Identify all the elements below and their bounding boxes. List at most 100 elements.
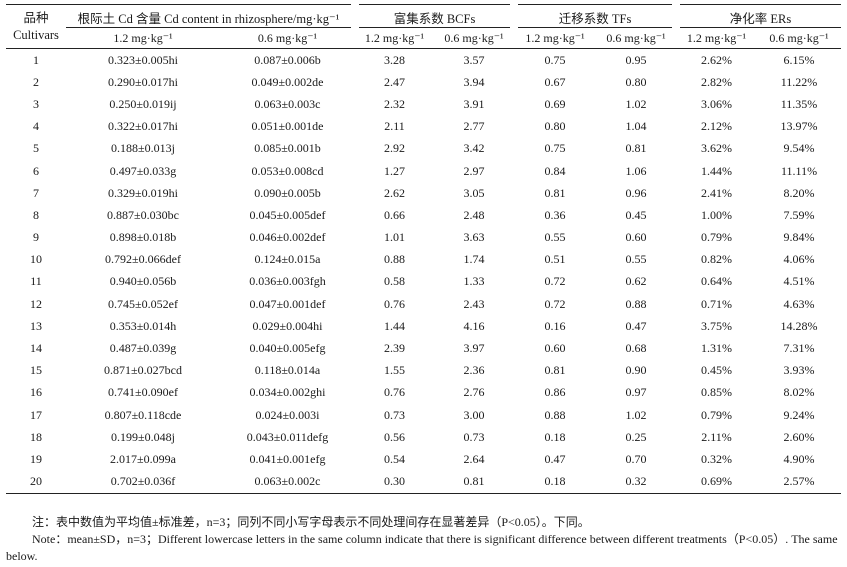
cell-bcf-low: 3.42 [463,141,485,156]
cell-bcf-low: 3.97 [463,341,485,356]
cell-rhizo-low: 0.090±0.005b [254,185,321,200]
cell-er-high: 0.79% [701,230,733,245]
cell-tf-high: 0.81 [544,185,566,200]
cell-id: 16 [30,385,42,400]
cell-bcf-low: 3.00 [463,407,485,422]
cell-rhizo-low: 0.029±0.004hi [252,318,323,333]
cell-er-low: 9.24% [783,407,815,422]
cell-er-low: 7.59% [783,207,815,222]
cell-tf-low: 0.62 [625,274,647,289]
cell-bcf-high: 3.28 [384,52,406,67]
cell-id: 3 [33,96,39,111]
table-row: 13 0.353±0.014h 0.029±0.004hi 1.44 4.16 0.16 0… [6,315,841,337]
cell-rhizo-high: 0.702±0.036f [110,474,176,489]
cell-er-low: 11.35% [780,96,818,111]
cell-id: 2 [33,74,39,89]
table-row: 18 0.199±0.048j 0.043±0.011defg 0.56 0.73 0.1… [6,426,841,448]
cell-tf-high: 0.18 [544,429,566,444]
tf-high-subheader: 1.2 mg·kg⁻¹ [525,30,585,45]
cell-er-high: 0.64% [701,274,733,289]
cell-bcf-high: 0.54 [384,451,406,466]
cell-rhizo-high: 0.807±0.118cde [104,407,182,422]
cell-er-high: 0.32% [701,451,733,466]
cell-id: 17 [30,407,42,422]
cell-rhizo-high: 0.487±0.039g [109,341,177,356]
cell-tf-low: 1.04 [625,119,647,134]
cell-er-low: 2.57% [783,474,815,489]
table-row: 12 0.745±0.052ef 0.047±0.001def 0.76 2.43 0.7… [6,293,841,315]
cell-rhizo-low: 0.063±0.003c [254,96,321,111]
cell-bcf-high: 2.62 [384,185,406,200]
cell-er-high: 2.12% [701,119,733,134]
table-row: 5 0.188±0.013j 0.085±0.001b 2.92 3.42 0.75 0.8… [6,138,841,160]
table-row: 3 0.250±0.019ij 0.063±0.003c 2.32 3.91 0.69 1.… [6,93,841,115]
cell-rhizo-low: 0.118±0.014a [254,363,321,378]
cell-rhizo-low: 0.040±0.005efg [249,341,326,356]
cell-er-low: 13.97% [780,119,818,134]
cell-er-low: 8.02% [783,385,815,400]
er-low-subheader: 0.6 mg·kg⁻¹ [769,30,829,45]
cell-rhizo-high: 0.199±0.048j [111,429,175,444]
cell-rhizo-high: 0.329±0.019hi [108,185,178,200]
cell-tf-low: 1.02 [625,96,647,111]
cell-bcf-high: 0.58 [384,274,406,289]
table-row: 16 0.741±0.090ef 0.034±0.002ghi 0.76 2.76 0.8… [6,382,841,404]
cell-er-low: 11.11% [780,163,818,178]
cell-rhizo-high: 0.871±0.027bcd [104,363,182,378]
cell-rhizo-low: 0.124±0.015a [254,252,321,267]
er-header: 净化率 ERs [672,4,842,28]
cell-id: 13 [30,318,42,333]
cell-tf-low: 0.97 [625,385,647,400]
cell-bcf-high: 2.39 [384,341,406,356]
cell-bcf-low: 2.64 [463,451,485,466]
cell-tf-low: 0.47 [625,318,647,333]
cell-tf-high: 0.36 [544,207,566,222]
cell-tf-high: 0.75 [544,141,566,156]
cell-bcf-low: 2.48 [463,207,485,222]
cell-id: 1 [33,52,39,67]
cell-id: 19 [30,451,42,466]
cell-er-high: 1.44% [701,163,733,178]
cell-bcf-low: 2.97 [463,163,485,178]
table-notes: 注：表中数值为平均值±标准差，n=3；同列不同小写字母表示不同处理间存在显著差异… [6,514,841,565]
bcf-high-subheader: 1.2 mg·kg⁻¹ [364,30,425,45]
cell-er-high: 2.82% [701,74,733,89]
cell-rhizo-high: 0.250±0.019ij [109,96,177,111]
cell-rhizo-high: 0.322±0.017hi [108,119,178,134]
cell-id: 12 [30,296,42,311]
cell-bcf-low: 1.74 [463,252,485,267]
cell-tf-low: 0.25 [625,429,647,444]
cell-er-low: 4.06% [783,252,815,267]
cell-tf-high: 0.86 [544,385,566,400]
er-high-subheader: 1.2 mg·kg⁻¹ [686,30,747,45]
cell-bcf-low: 4.16 [463,318,485,333]
cell-id: 6 [33,163,39,178]
cell-er-low: 9.84% [783,230,815,245]
cell-rhizo-low: 0.034±0.002ghi [249,385,326,400]
cell-bcf-high: 1.27 [384,163,406,178]
cell-tf-high: 0.67 [544,74,566,89]
cell-tf-high: 0.80 [544,119,566,134]
note-en: Note：mean±SD，n=3；Different lowercase let… [6,532,838,563]
table-row: 19 2.017±0.099a 0.041±0.001efg 0.54 2.64 0.47… [6,448,841,470]
cell-id: 10 [30,252,42,267]
cell-er-high: 3.62% [701,141,733,156]
cell-er-low: 7.31% [783,341,815,356]
cell-tf-high: 0.51 [544,252,566,267]
cell-rhizo-high: 2.017±0.099a [110,451,176,466]
cell-tf-high: 0.69 [544,96,566,111]
cell-rhizo-low: 0.053±0.008cd [251,163,324,178]
cell-rhizo-high: 0.497±0.033g [109,163,177,178]
cell-er-high: 0.71% [701,296,733,311]
cell-bcf-low: 2.77 [463,119,485,134]
table-row: 10 0.792±0.066def 0.124±0.015a 0.88 1.74 0.51… [6,249,841,271]
cell-rhizo-high: 0.741±0.090ef [108,385,178,400]
cell-rhizo-high: 0.745±0.052ef [108,296,178,311]
table-body: 1 0.323±0.005hi 0.087±0.006b 3.28 3.57 0.75 0.… [6,49,842,494]
cell-bcf-high: 2.47 [384,74,406,89]
table-header: 品种 Cultivars 根际土 Cd 含量 Cd content in rhi… [6,4,842,49]
cell-id: 18 [30,429,42,444]
cell-er-low: 9.54% [783,141,815,156]
cell-id: 5 [33,141,39,156]
table-row: 1 0.323±0.005hi 0.087±0.006b 3.28 3.57 0.75 0.… [6,49,841,72]
